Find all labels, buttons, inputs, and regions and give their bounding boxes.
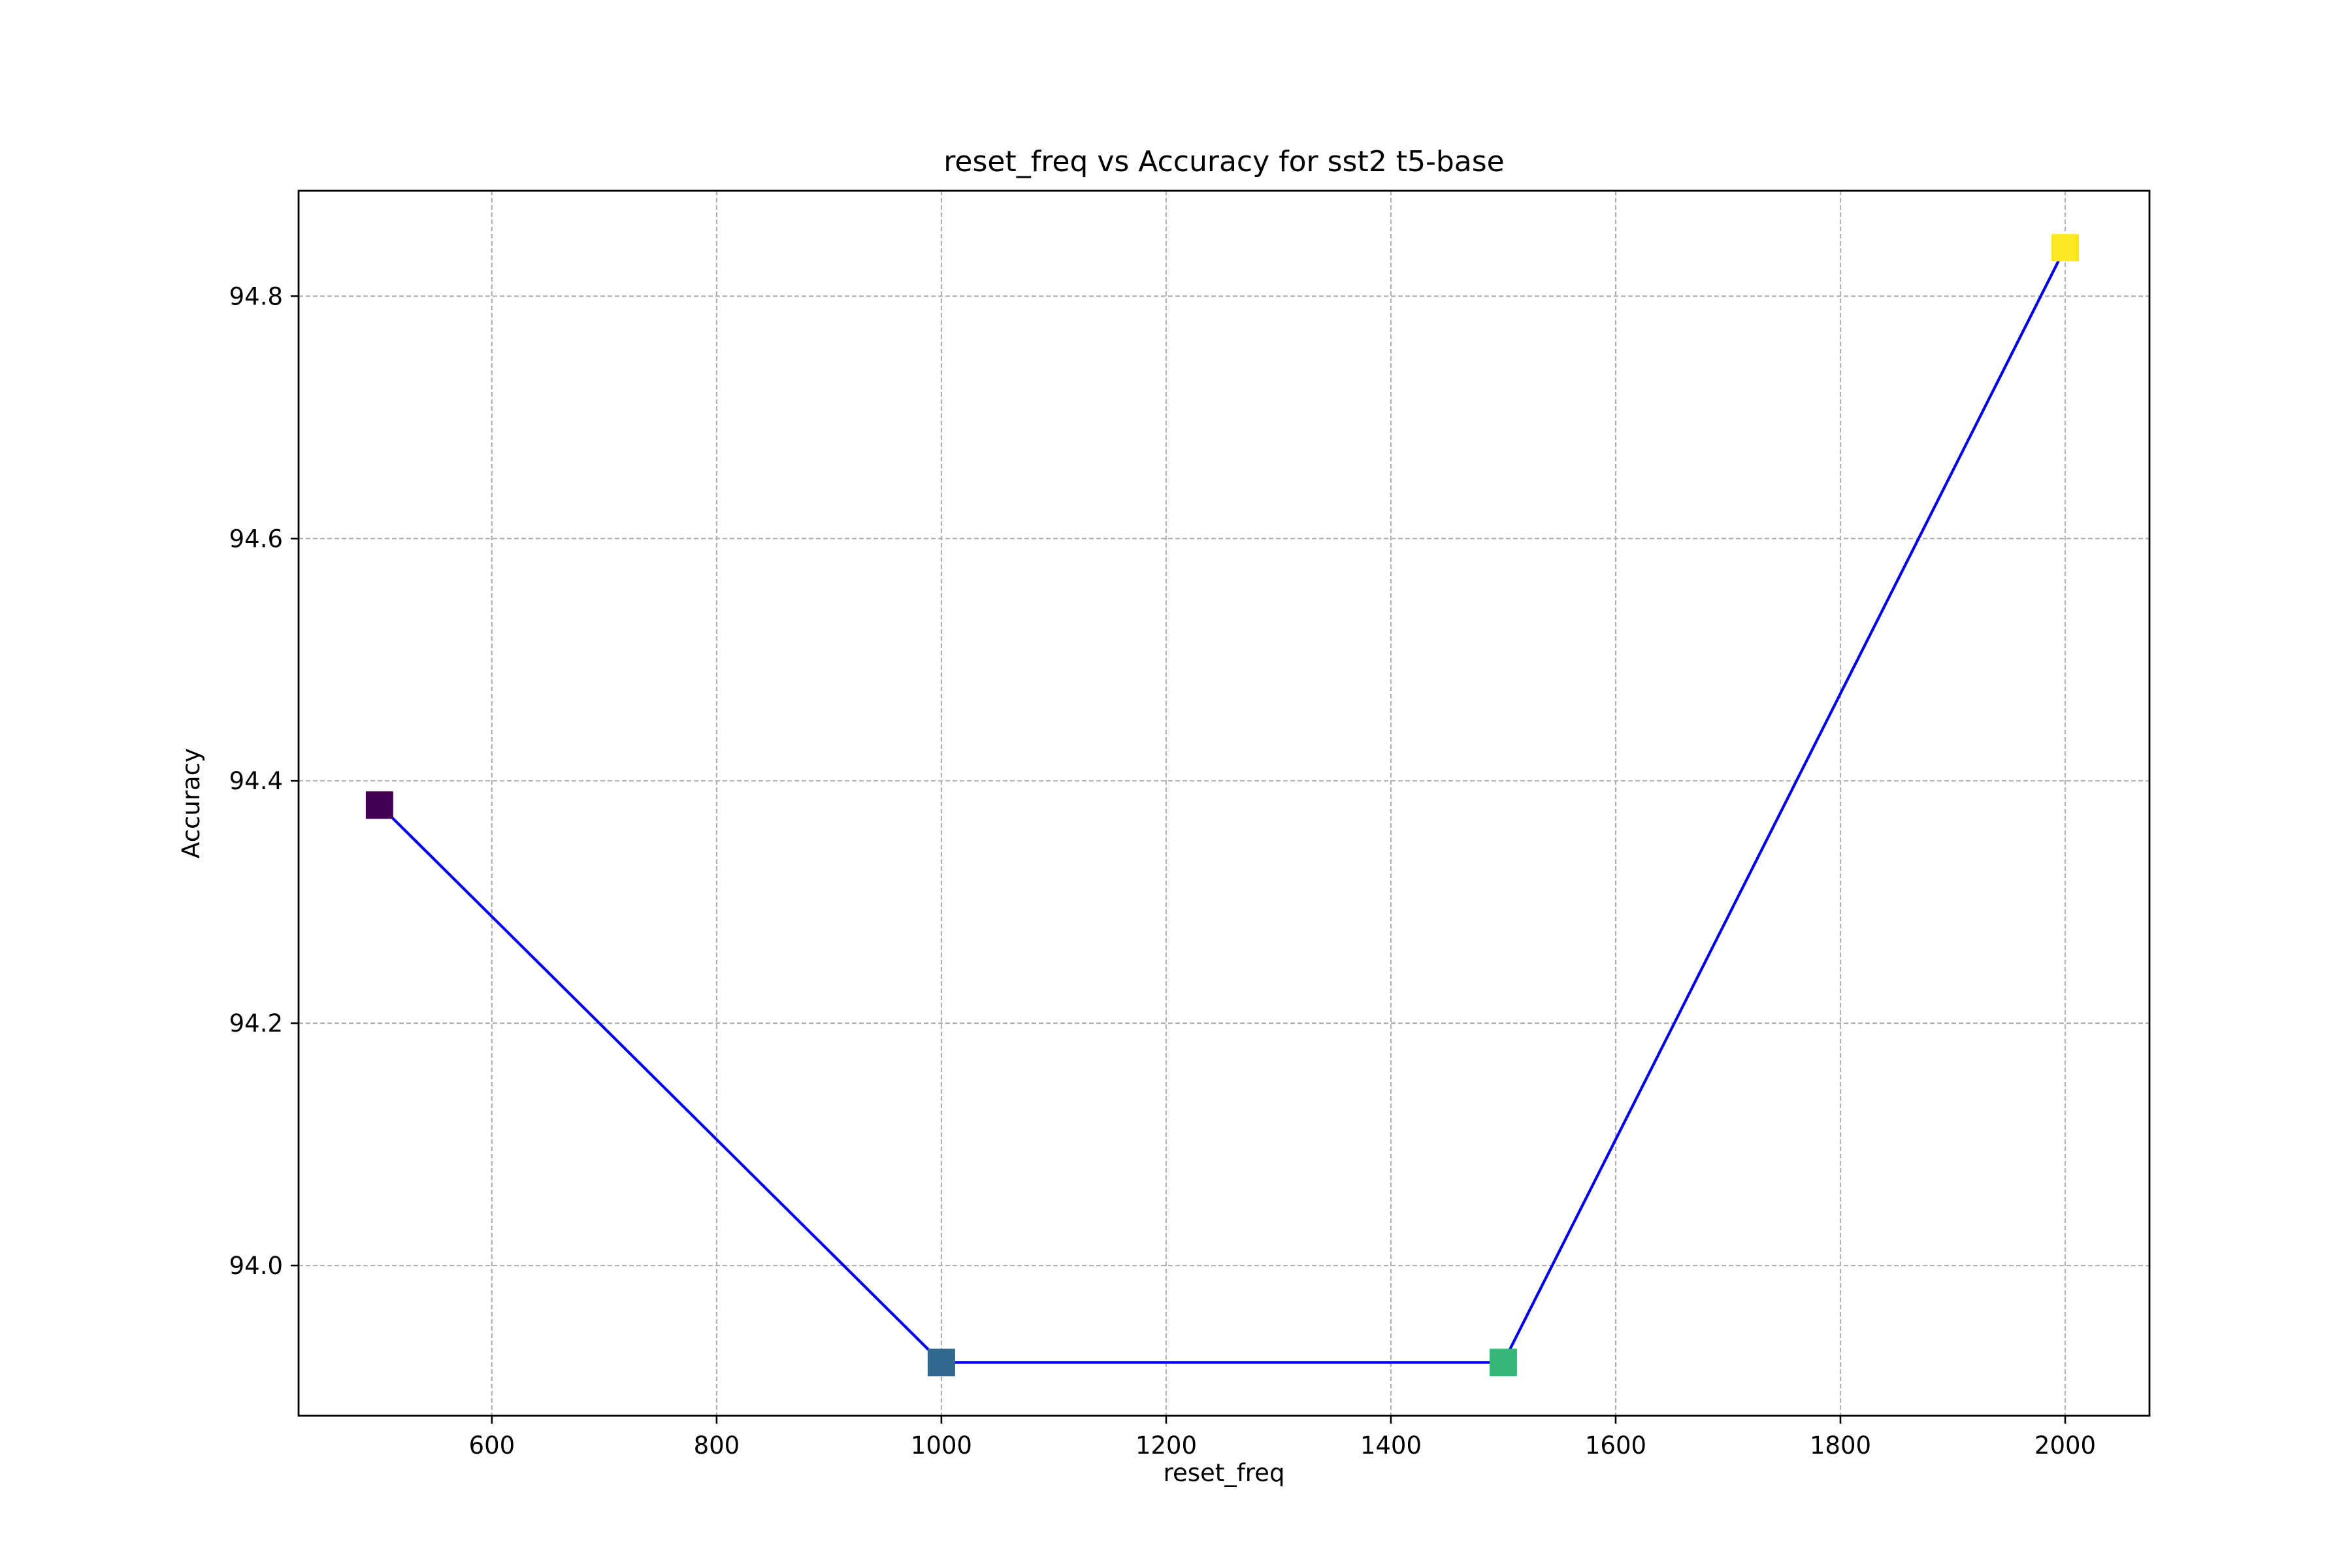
x-tick-label: 1800	[1810, 1431, 1871, 1460]
grid-lines	[299, 191, 2149, 1416]
y-tick-label: 94.8	[229, 282, 283, 310]
series-line	[378, 247, 2066, 1364]
data-point-marker	[365, 791, 393, 819]
x-tick-label: 600	[469, 1431, 515, 1460]
x-tick-label: 1600	[1585, 1431, 1646, 1460]
x-axis-label: reset_freq	[1164, 1459, 1285, 1487]
series-line-group	[378, 247, 2066, 1364]
marker-group	[365, 234, 2079, 1377]
data-point-marker	[927, 1348, 955, 1377]
x-tick-label: 1200	[1135, 1431, 1197, 1460]
plot-frame	[297, 189, 2151, 1417]
x-tick-label: 1000	[911, 1431, 972, 1460]
y-tick-label: 94.0	[229, 1252, 283, 1280]
chart-title: reset_freq vs Accuracy for sst2 t5-base	[943, 145, 1504, 178]
y-tick-label: 94.2	[229, 1009, 283, 1037]
y-axis-label: Accuracy	[177, 748, 205, 858]
x-tick-label: 1400	[1360, 1431, 1422, 1460]
x-tick-label: 800	[694, 1431, 740, 1460]
x-tick-label: 2000	[2034, 1431, 2096, 1460]
data-point-marker	[1489, 1348, 1517, 1377]
data-point-marker	[2051, 234, 2079, 262]
y-tick-label: 94.4	[229, 767, 283, 795]
axis-ticks: 600 800 1000 1200 1400 1600 1800 2000 94.0 94.2 94…	[229, 282, 2096, 1460]
y-tick-label: 94.6	[229, 525, 283, 553]
